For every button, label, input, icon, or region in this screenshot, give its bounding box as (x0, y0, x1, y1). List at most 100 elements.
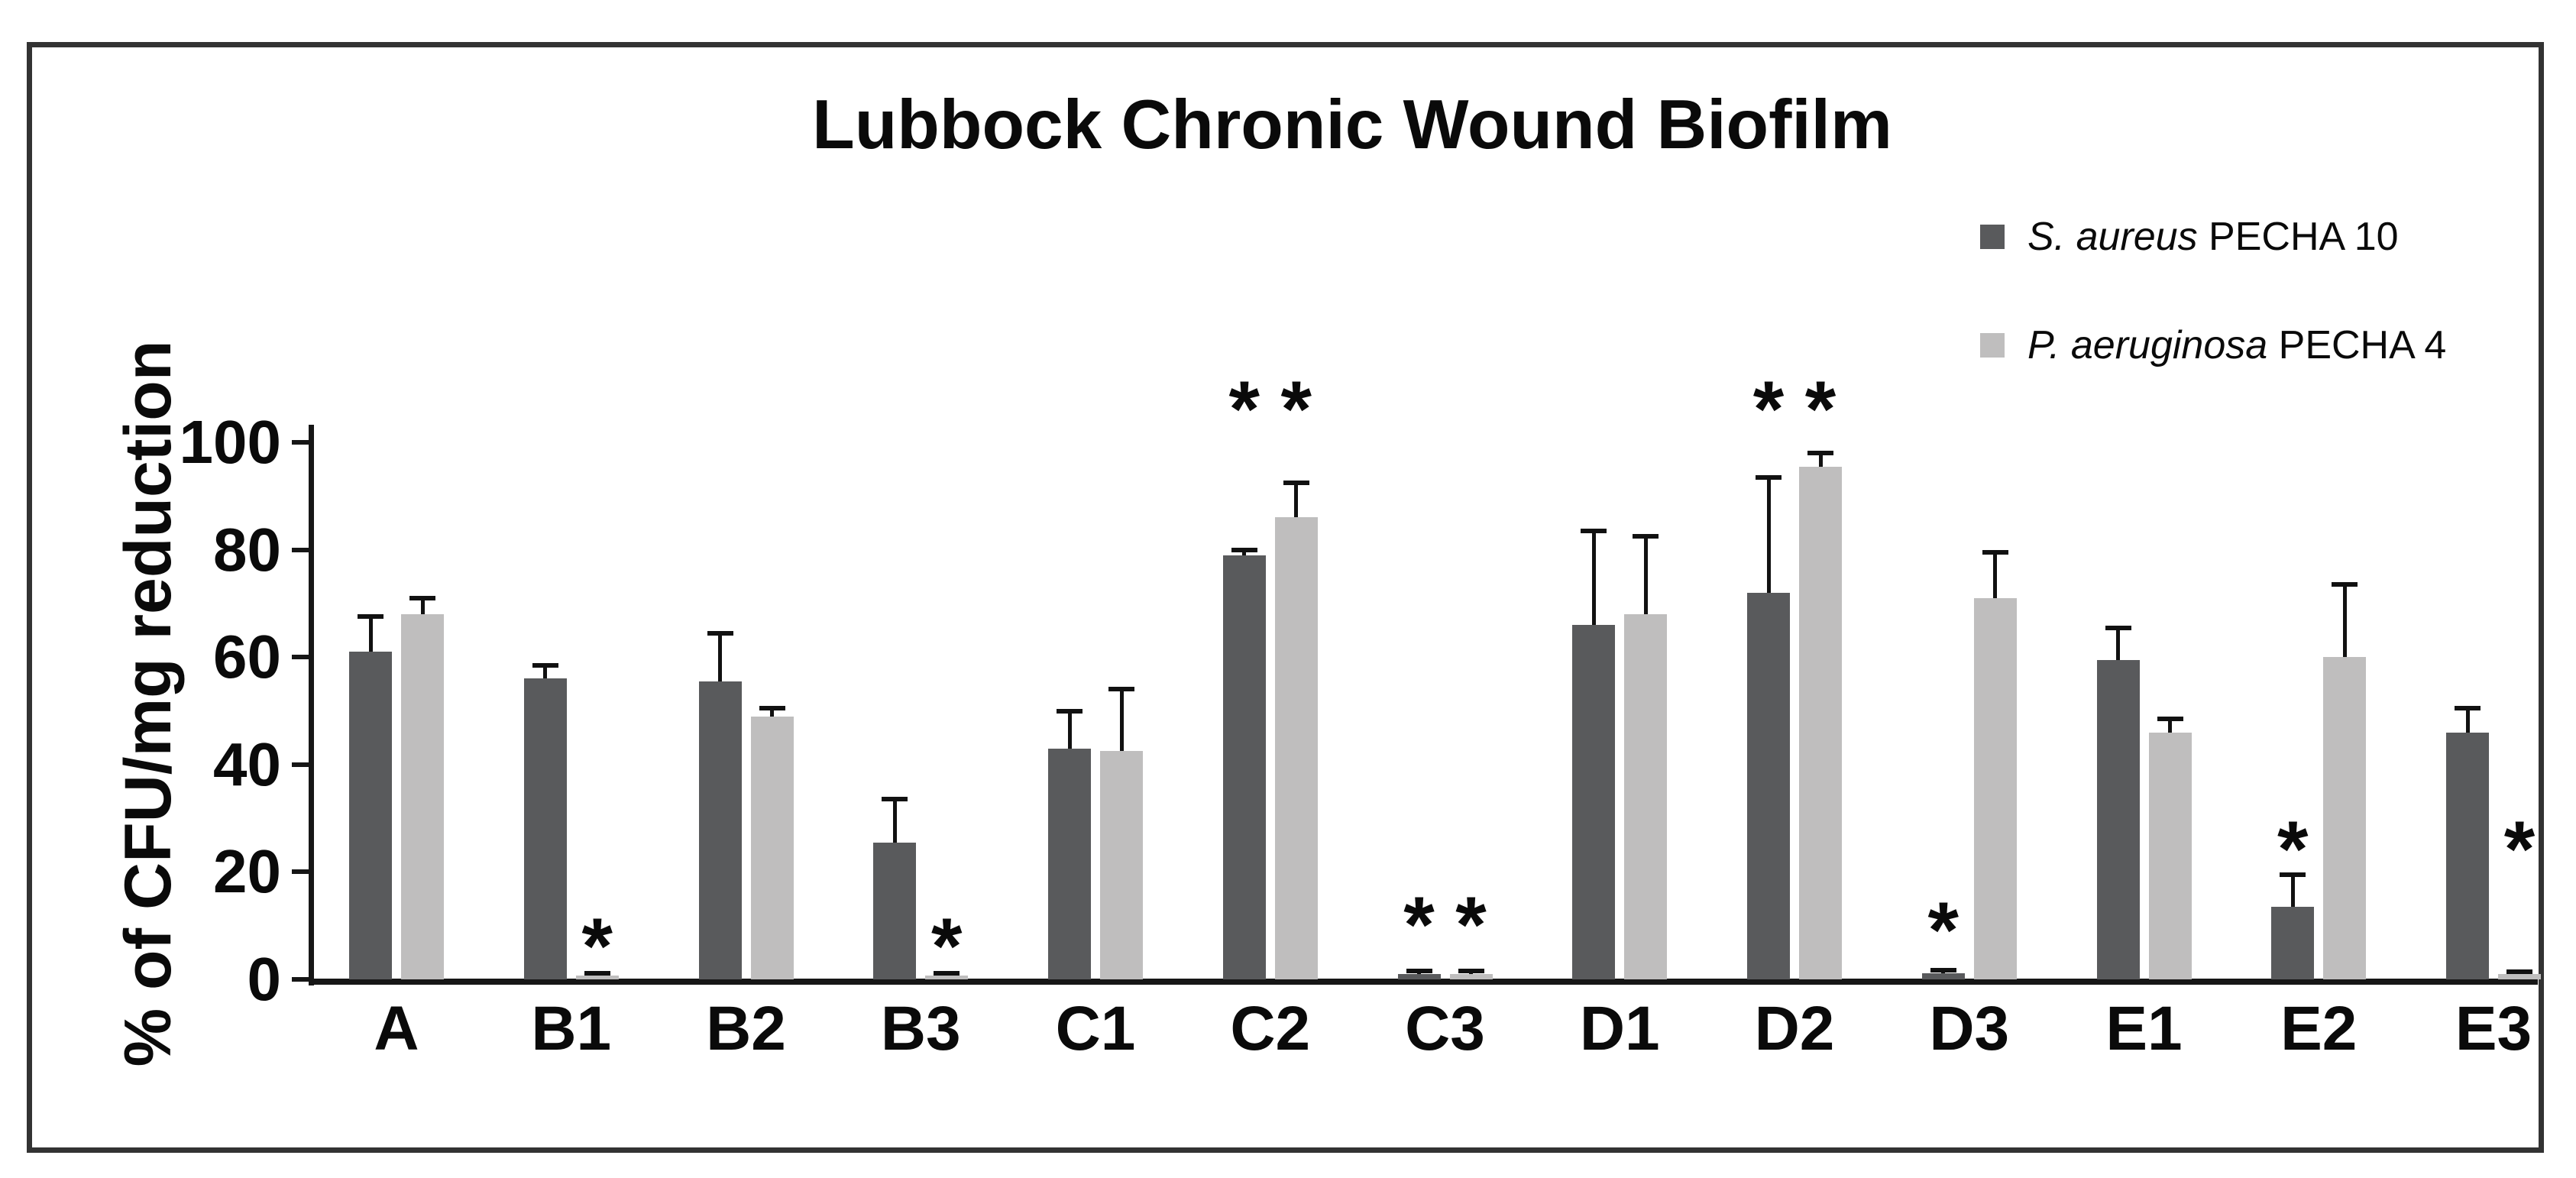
y-tick-label: 100 (179, 408, 281, 476)
legend-species-name: S. aureus (2027, 215, 2198, 259)
significance-asterisk-s-aureus-C2: * (1228, 364, 1260, 454)
y-tick-label: 60 (213, 623, 281, 691)
bar-p-aeruginosa-B1 (575, 976, 619, 979)
error-cap-p-aeruginosa-E2 (2332, 582, 2358, 587)
error-cap-p-aeruginosa-C1 (1108, 687, 1134, 692)
error-cap-s-aureus-C2 (1231, 547, 1257, 552)
y-tick (292, 762, 309, 767)
bar-p-aeruginosa-C1 (1100, 751, 1143, 979)
x-tick-label-D3: D3 (1929, 994, 2010, 1063)
significance-asterisk-s-aureus-C3: * (1403, 880, 1435, 969)
error-whisker-s-aureus-D1 (1591, 530, 1596, 625)
bar-s-aureus-E3 (2446, 732, 2489, 979)
bar-s-aureus-D2 (1747, 592, 1790, 979)
legend-label-s-aureus: S. aureus PECHA 10 (2027, 214, 2399, 260)
error-cap-p-aeruginosa-D1 (1633, 534, 1659, 539)
bar-s-aureus-E2 (2271, 907, 2315, 979)
bar-s-aureus-C1 (1048, 748, 1091, 979)
error-cap-s-aureus-E1 (2105, 625, 2131, 630)
error-whisker-s-aureus-C2 (1242, 549, 1247, 555)
significance-asterisk-p-aeruginosa-C3: * (1455, 880, 1487, 969)
error-cap-p-aeruginosa-D3 (1982, 550, 2008, 555)
x-tick-label-D1: D1 (1579, 994, 1660, 1063)
y-tick-label: 20 (213, 837, 281, 906)
error-cap-s-aureus-D2 (1756, 474, 1782, 480)
error-cap-p-aeruginosa-D2 (1807, 451, 1833, 456)
legend-label-p-aeruginosa: P. aeruginosa PECHA 4 (2027, 322, 2446, 368)
bar-p-aeruginosa-E2 (2323, 657, 2367, 979)
x-tick-label-E1: E1 (2105, 994, 2183, 1063)
y-tick (292, 547, 309, 552)
x-tick-label-B1: B1 (531, 994, 612, 1063)
error-cap-s-aureus-E2 (2280, 872, 2306, 877)
legend-strain-name: PECHA 10 (2197, 215, 2399, 259)
bar-p-aeruginosa-B3 (925, 976, 969, 979)
y-tick (292, 440, 309, 445)
error-whisker-s-aureus-D2 (1766, 477, 1771, 593)
error-whisker-p-aeruginosa-E1 (2168, 719, 2172, 733)
y-tick (292, 655, 309, 660)
error-cap-p-aeruginosa-C3 (1458, 969, 1484, 974)
error-whisker-s-aureus-A (368, 617, 373, 652)
bar-s-aureus-C3 (1397, 973, 1441, 979)
significance-asterisk-p-aeruginosa-D2: * (1804, 364, 1837, 454)
error-cap-p-aeruginosa-E1 (2157, 717, 2183, 722)
error-cap-s-aureus-E3 (2455, 705, 2481, 710)
significance-asterisk-p-aeruginosa-E3: * (2503, 805, 2536, 895)
error-whisker-s-aureus-B3 (892, 799, 897, 843)
error-whisker-s-aureus-C1 (1067, 710, 1072, 749)
bar-s-aureus-A (349, 652, 392, 979)
error-cap-s-aureus-C1 (1057, 708, 1083, 714)
y-tick (292, 869, 309, 875)
error-cap-p-aeruginosa-B3 (934, 971, 960, 976)
error-cap-s-aureus-C3 (1406, 969, 1432, 974)
y-axis-line (309, 425, 314, 985)
error-cap-s-aureus-D1 (1581, 528, 1607, 533)
bar-p-aeruginosa-C2 (1274, 517, 1318, 979)
error-cap-p-aeruginosa-A (409, 595, 435, 600)
legend-swatch-s-aureus (1980, 225, 2005, 249)
bar-p-aeruginosa-E1 (2148, 732, 2192, 979)
x-tick-label-D2: D2 (1754, 994, 1835, 1063)
significance-asterisk-p-aeruginosa-B3: * (931, 901, 963, 991)
error-cap-p-aeruginosa-B1 (584, 971, 610, 976)
x-tick-label-C2: C2 (1230, 994, 1311, 1063)
bar-s-aureus-D3 (1921, 972, 1965, 979)
x-axis-line (309, 979, 2538, 985)
x-tick-label-C3: C3 (1405, 994, 1485, 1063)
legend-species-name: P. aeruginosa (2027, 323, 2268, 367)
error-cap-p-aeruginosa-B2 (759, 705, 785, 710)
error-whisker-s-aureus-B2 (718, 633, 722, 681)
error-whisker-s-aureus-B1 (543, 665, 548, 679)
bar-s-aureus-B1 (523, 678, 567, 979)
bar-s-aureus-C2 (1222, 555, 1266, 979)
error-whisker-p-aeruginosa-D1 (1643, 536, 1648, 614)
error-whisker-s-aureus-E3 (2465, 707, 2470, 733)
error-whisker-p-aeruginosa-E2 (2342, 584, 2347, 658)
significance-asterisk-p-aeruginosa-B1: * (581, 901, 613, 991)
error-whisker-p-aeruginosa-A (420, 597, 425, 614)
x-tick-label-E2: E2 (2280, 994, 2358, 1063)
bar-p-aeruginosa-D3 (1973, 597, 2017, 979)
bar-p-aeruginosa-D2 (1799, 466, 1842, 979)
y-tick-label: 0 (247, 945, 282, 1013)
bar-p-aeruginosa-D1 (1624, 613, 1668, 979)
error-whisker-p-aeruginosa-C1 (1119, 689, 1124, 752)
bar-p-aeruginosa-E3 (2498, 973, 2541, 979)
x-tick-label-C1: C1 (1055, 994, 1136, 1063)
error-whisker-p-aeruginosa-C2 (1294, 482, 1299, 518)
legend-strain-name: PECHA 4 (2267, 323, 2447, 367)
y-tick-label: 80 (213, 515, 281, 584)
y-tick (292, 977, 309, 982)
error-whisker-s-aureus-E2 (2290, 874, 2295, 908)
x-tick-label-A: A (374, 994, 419, 1063)
error-cap-p-aeruginosa-C2 (1283, 480, 1309, 485)
significance-asterisk-s-aureus-D3: * (1927, 885, 1959, 975)
chart-title: Lubbock Chronic Wound Biofilm (812, 86, 1892, 163)
bar-s-aureus-B2 (698, 681, 742, 979)
error-cap-s-aureus-B2 (707, 630, 733, 636)
error-cap-p-aeruginosa-E3 (2506, 969, 2532, 975)
error-cap-s-aureus-B3 (882, 797, 908, 802)
bar-p-aeruginosa-B2 (750, 716, 794, 979)
